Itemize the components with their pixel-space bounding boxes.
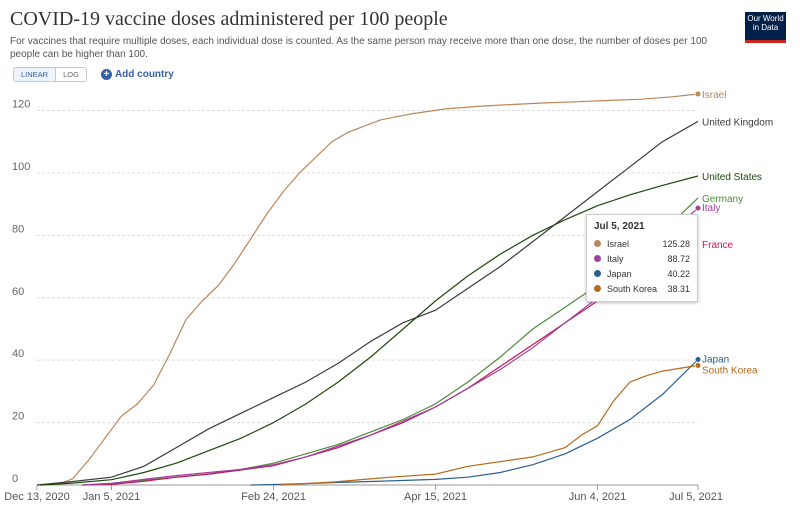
x-tick-label: Apr 15, 2021 <box>404 491 467 503</box>
tooltip-row: Israel 125.28 <box>587 236 697 251</box>
y-tick-label: 20 <box>12 411 24 423</box>
tooltip-series-value: 38.31 <box>667 283 690 294</box>
series-line-united-kingdom[interactable] <box>36 120 699 486</box>
hover-marker <box>694 356 702 363</box>
owid-logo[interactable]: Our World in Data <box>745 12 786 43</box>
chart-controls: LINEAR LOG + Add country <box>13 67 174 82</box>
linear-scale-button[interactable]: LINEAR <box>14 68 57 81</box>
end-label-japan[interactable]: Japan <box>702 354 729 365</box>
end-label-israel[interactable]: Israel <box>702 90 726 101</box>
series-end-labels: Israel United Kingdom United States Germany… <box>702 90 773 376</box>
x-axis: Dec 13, 2020 Jan 5, 2021 Feb 24, 2021 Apr 1… <box>4 484 723 503</box>
hover-marker <box>694 90 702 98</box>
add-country-label: Add country <box>114 69 174 80</box>
x-tick-label: Dec 13, 2020 <box>4 491 69 503</box>
hover-marker <box>694 362 702 369</box>
plus-circle-icon: + <box>100 69 112 80</box>
x-tick-label: Jun 4, 2021 <box>569 491 627 503</box>
series-color-dot <box>594 270 601 277</box>
series-lines <box>36 90 702 486</box>
series-line-israel[interactable] <box>56 93 699 486</box>
tooltip-series-name: South Korea <box>607 283 658 294</box>
tooltip-row: Italy 88.72 <box>587 251 697 266</box>
tooltip-row: South Korea 38.31 <box>587 281 697 296</box>
y-tick-label: 40 <box>12 348 24 360</box>
end-label-south-korea[interactable]: South Korea <box>702 365 758 376</box>
tooltip-series-value: 125.28 <box>662 238 690 249</box>
logo-line-1: Our World <box>747 14 784 23</box>
log-scale-button[interactable]: LOG <box>56 68 86 81</box>
series-color-dot <box>594 285 601 292</box>
tooltip-series-name: Italy <box>607 253 624 264</box>
tooltip-rows: Israel 125.28 Italy 88.72 Japan 40.22 South Ko… <box>587 236 697 296</box>
tooltip-date: Jul 5, 2021 <box>594 221 645 232</box>
chart-title: COVID-19 vaccine doses administered per … <box>10 8 448 30</box>
hover-marker <box>694 205 702 212</box>
tooltip-series-name: Israel <box>607 238 630 249</box>
end-label-united-states[interactable]: United States <box>702 172 762 183</box>
series-color-dot <box>594 240 601 247</box>
scale-toggle: LINEAR LOG <box>13 67 87 82</box>
end-label-united-kingdom[interactable]: United Kingdom <box>702 117 773 128</box>
series-line-united-states[interactable] <box>40 175 699 486</box>
logo-line-2: in Data <box>752 23 779 32</box>
series-line-south-korea[interactable] <box>279 364 699 486</box>
x-tick-label: Feb 24, 2021 <box>241 491 306 503</box>
end-label-italy[interactable]: Italy <box>702 203 720 214</box>
series-color-dot <box>594 255 601 262</box>
y-tick-label: 80 <box>12 223 24 235</box>
end-label-france[interactable]: France <box>702 240 734 251</box>
series-line-france[interactable] <box>82 228 699 486</box>
y-tick-label: 0 <box>12 473 18 485</box>
add-country-button[interactable]: + Add country <box>100 69 174 80</box>
y-tick-label: 120 <box>12 99 30 111</box>
y-axis: 0 20 40 60 80 100 120 <box>12 99 30 486</box>
y-tick-label: 100 <box>12 161 30 173</box>
y-tick-label: 60 <box>12 286 24 298</box>
tooltip-series-name: Japan <box>607 268 632 279</box>
x-tick-label: Jan 5, 2021 <box>83 491 141 503</box>
tooltip-series-value: 88.72 <box>667 253 690 264</box>
chart-subtitle: For vaccines that require multiple doses… <box>10 36 708 60</box>
x-tick-label: Jul 5, 2021 <box>669 491 723 503</box>
hover-tooltip: Jul 5, 2021 Israel 125.28 Italy 88.72 Japan 4… <box>586 214 698 302</box>
tooltip-series-value: 40.22 <box>667 268 690 279</box>
tooltip-row: Japan 40.22 <box>587 266 697 281</box>
end-label-germany[interactable]: Germany <box>702 194 743 205</box>
